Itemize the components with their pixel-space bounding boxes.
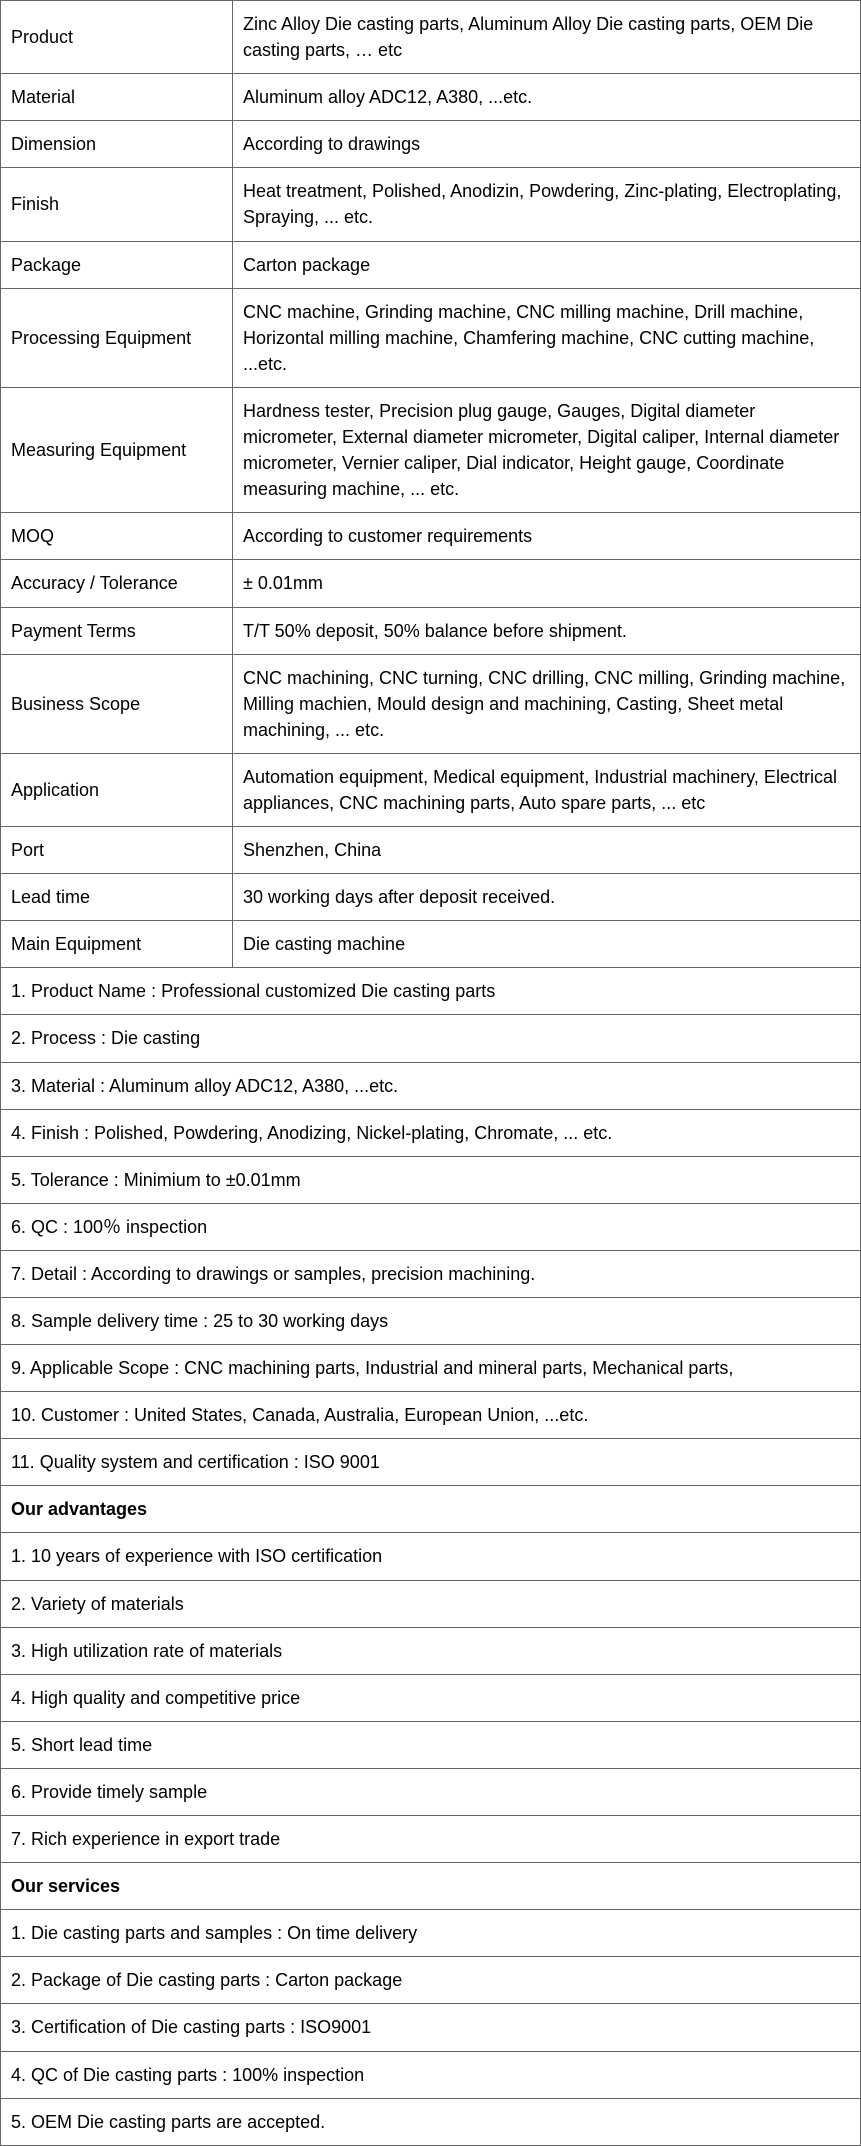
list-item: 7. Detail : According to drawings or sam…: [1, 1250, 861, 1297]
spec-label: Accuracy / Tolerance: [1, 560, 233, 607]
spec-value: Die casting machine: [233, 921, 861, 968]
table-row: MOQ According to customer requirements: [1, 513, 861, 560]
table-row: 2. Process : Die casting: [1, 1015, 861, 1062]
table-row: Port Shenzhen, China: [1, 827, 861, 874]
list-item: 11. Quality system and certification : I…: [1, 1439, 861, 1486]
list-item: 5. Short lead time: [1, 1721, 861, 1768]
table-row: Finish Heat treatment, Polished, Anodizi…: [1, 168, 861, 241]
table-row: Package Carton package: [1, 241, 861, 288]
spec-value: Hardness tester, Precision plug gauge, G…: [233, 387, 861, 512]
spec-label: Payment Terms: [1, 607, 233, 654]
table-row: Main Equipment Die casting machine: [1, 921, 861, 968]
spec-value: Carton package: [233, 241, 861, 288]
table-row: Payment Terms T/T 50% deposit, 50% balan…: [1, 607, 861, 654]
table-row: 3. Material : Aluminum alloy ADC12, A380…: [1, 1062, 861, 1109]
spec-label: Dimension: [1, 121, 233, 168]
spec-table-body: Product Zinc Alloy Die casting parts, Al…: [1, 1, 861, 2146]
spec-label: Measuring Equipment: [1, 387, 233, 512]
table-row: 11. Quality system and certification : I…: [1, 1439, 861, 1486]
table-row: Product Zinc Alloy Die casting parts, Al…: [1, 1, 861, 74]
spec-value: Zinc Alloy Die casting parts, Aluminum A…: [233, 1, 861, 74]
list-item: 1. 10 years of experience with ISO certi…: [1, 1533, 861, 1580]
spec-label: Package: [1, 241, 233, 288]
list-item: 3. Certification of Die casting parts : …: [1, 2004, 861, 2051]
spec-table: Product Zinc Alloy Die casting parts, Al…: [0, 0, 861, 2146]
spec-label: Application: [1, 753, 233, 826]
list-item: 1. Die casting parts and samples : On ti…: [1, 1910, 861, 1957]
list-item: 6. Provide timely sample: [1, 1768, 861, 1815]
table-row: Business Scope CNC machining, CNC turnin…: [1, 654, 861, 753]
spec-label: Finish: [1, 168, 233, 241]
table-row: Lead time 30 working days after deposit …: [1, 874, 861, 921]
spec-label: Main Equipment: [1, 921, 233, 968]
table-row: 10. Customer : United States, Canada, Au…: [1, 1392, 861, 1439]
table-row: 1. Product Name : Professional customize…: [1, 968, 861, 1015]
spec-value: Automation equipment, Medical equipment,…: [233, 753, 861, 826]
section-heading: Our services: [1, 1863, 861, 1910]
list-item: 2. Process : Die casting: [1, 1015, 861, 1062]
spec-value: According to drawings: [233, 121, 861, 168]
list-item: 6. QC : 100％ inspection: [1, 1203, 861, 1250]
table-row: 4. High quality and competitive price: [1, 1674, 861, 1721]
spec-value: CNC machining, CNC turning, CNC drilling…: [233, 654, 861, 753]
table-row: 4. QC of Die casting parts : 100% inspec…: [1, 2051, 861, 2098]
spec-label: Lead time: [1, 874, 233, 921]
table-row: 1. Die casting parts and samples : On ti…: [1, 1910, 861, 1957]
list-item: 9. Applicable Scope : CNC machining part…: [1, 1345, 861, 1392]
section-heading: Our advantages: [1, 1486, 861, 1533]
list-item: 8. Sample delivery time : 25 to 30 worki…: [1, 1298, 861, 1345]
spec-value: 30 working days after deposit received.: [233, 874, 861, 921]
table-row: 5. Short lead time: [1, 1721, 861, 1768]
list-item: 4. High quality and competitive price: [1, 1674, 861, 1721]
table-row: 1. 10 years of experience with ISO certi…: [1, 1533, 861, 1580]
table-row: Application Automation equipment, Medica…: [1, 753, 861, 826]
table-row: 7. Rich experience in export trade: [1, 1816, 861, 1863]
spec-value: Aluminum alloy ADC12, A380, ...etc.: [233, 74, 861, 121]
table-row: 5. OEM Die casting parts are accepted.: [1, 2098, 861, 2145]
table-row: Our advantages: [1, 1486, 861, 1533]
table-row: Accuracy / Tolerance ± 0.01mm: [1, 560, 861, 607]
table-row: 8. Sample delivery time : 25 to 30 worki…: [1, 1298, 861, 1345]
spec-label: Business Scope: [1, 654, 233, 753]
spec-label: MOQ: [1, 513, 233, 560]
spec-value: ± 0.01mm: [233, 560, 861, 607]
table-row: Our services: [1, 1863, 861, 1910]
list-item: 7. Rich experience in export trade: [1, 1816, 861, 1863]
spec-label: Port: [1, 827, 233, 874]
spec-value: According to customer requirements: [233, 513, 861, 560]
list-item: 4. Finish : Polished, Powdering, Anodizi…: [1, 1109, 861, 1156]
table-row: 3. Certification of Die casting parts : …: [1, 2004, 861, 2051]
list-item: 2. Variety of materials: [1, 1580, 861, 1627]
spec-value: Shenzhen, China: [233, 827, 861, 874]
spec-label: Product: [1, 1, 233, 74]
spec-value: Heat treatment, Polished, Anodizin, Powd…: [233, 168, 861, 241]
table-row: Processing Equipment CNC machine, Grindi…: [1, 288, 861, 387]
list-item: 1. Product Name : Professional customize…: [1, 968, 861, 1015]
table-row: 4. Finish : Polished, Powdering, Anodizi…: [1, 1109, 861, 1156]
list-item: 3. High utilization rate of materials: [1, 1627, 861, 1674]
list-item: 4. QC of Die casting parts : 100% inspec…: [1, 2051, 861, 2098]
list-item: 3. Material : Aluminum alloy ADC12, A380…: [1, 1062, 861, 1109]
table-row: 6. Provide timely sample: [1, 1768, 861, 1815]
list-item: 10. Customer : United States, Canada, Au…: [1, 1392, 861, 1439]
table-row: 2. Package of Die casting parts : Carton…: [1, 1957, 861, 2004]
table-row: Dimension According to drawings: [1, 121, 861, 168]
spec-label: Processing Equipment: [1, 288, 233, 387]
table-row: 7. Detail : According to drawings or sam…: [1, 1250, 861, 1297]
list-item: 2. Package of Die casting parts : Carton…: [1, 1957, 861, 2004]
table-row: 9. Applicable Scope : CNC machining part…: [1, 1345, 861, 1392]
spec-label: Material: [1, 74, 233, 121]
spec-value: CNC machine, Grinding machine, CNC milli…: [233, 288, 861, 387]
list-item: 5. OEM Die casting parts are accepted.: [1, 2098, 861, 2145]
table-row: 2. Variety of materials: [1, 1580, 861, 1627]
spec-value: T/T 50% deposit, 50% balance before ship…: [233, 607, 861, 654]
table-row: 5. Tolerance : Minimium to ±0.01mm: [1, 1156, 861, 1203]
table-row: Measuring Equipment Hardness tester, Pre…: [1, 387, 861, 512]
table-row: 3. High utilization rate of materials: [1, 1627, 861, 1674]
table-row: Material Aluminum alloy ADC12, A380, ...…: [1, 74, 861, 121]
table-row: 6. QC : 100％ inspection: [1, 1203, 861, 1250]
list-item: 5. Tolerance : Minimium to ±0.01mm: [1, 1156, 861, 1203]
